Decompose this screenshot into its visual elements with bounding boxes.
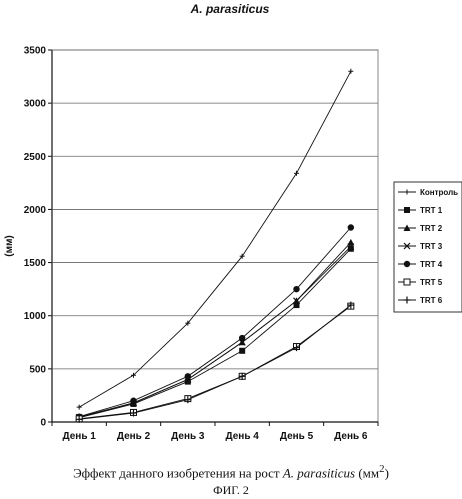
caption-prefix: Эффект данного изобретения на рост — [73, 465, 283, 480]
figure-label: ФИГ. 2 — [0, 483, 462, 498]
x-tick-label: День 5 — [280, 431, 314, 442]
x-tick-label: День 4 — [225, 431, 259, 442]
x-axis-ticks: День 1 День 2 День 3 День 4 День 5 День 6 — [52, 422, 378, 442]
y-axis-label: (мм) — [4, 235, 15, 256]
legend-marker — [404, 207, 410, 213]
y-tick-label: 1500 — [24, 258, 47, 269]
y-tick-label: 500 — [29, 364, 46, 375]
chart-title: A. parasiticus — [190, 2, 270, 16]
y-tick-label: 2500 — [24, 152, 47, 163]
series-5-point — [130, 398, 136, 404]
caption-species: A. parasiticus — [283, 465, 355, 480]
y-tick-label: 1000 — [24, 311, 47, 322]
legend-label: TRT 4 — [420, 260, 443, 269]
y-tick-label: 0 — [40, 418, 46, 429]
legend-label: TRT 2 — [420, 224, 443, 233]
series-2-point — [239, 348, 245, 354]
legend-label: TRT 6 — [420, 296, 443, 305]
y-axis-ticks: 0 500 1000 1500 2000 2500 3000 3500 — [24, 46, 52, 429]
legend-marker — [404, 261, 410, 267]
series-5-point — [348, 224, 354, 230]
legend-label: TRT 3 — [420, 242, 443, 251]
legend-label: Контроль — [420, 188, 458, 197]
legend-label: TRT 1 — [420, 206, 443, 215]
x-tick-label: День 6 — [334, 431, 368, 442]
caption-unit: (мм — [355, 465, 379, 480]
figure-caption: Эффект данного изобретения на рост A. pa… — [0, 463, 462, 481]
series-5-point — [293, 286, 299, 292]
series-5-point — [239, 335, 245, 341]
caption-unit-close: ) — [385, 465, 389, 480]
legend-label: TRT 5 — [420, 278, 443, 287]
y-tick-label: 3500 — [24, 46, 47, 57]
y-tick-label: 2000 — [24, 205, 47, 216]
legend: Контроль TRT 1 TRT 2 TRT 3 TRT 4 TRT 5 TRT 6 — [394, 182, 462, 312]
series-5-point — [185, 373, 191, 379]
x-tick-label: День 3 — [171, 431, 205, 442]
x-tick-label: День 2 — [117, 431, 151, 442]
y-tick-label: 3000 — [24, 99, 47, 110]
legend-marker — [404, 279, 410, 285]
x-tick-label: День 1 — [62, 431, 96, 442]
